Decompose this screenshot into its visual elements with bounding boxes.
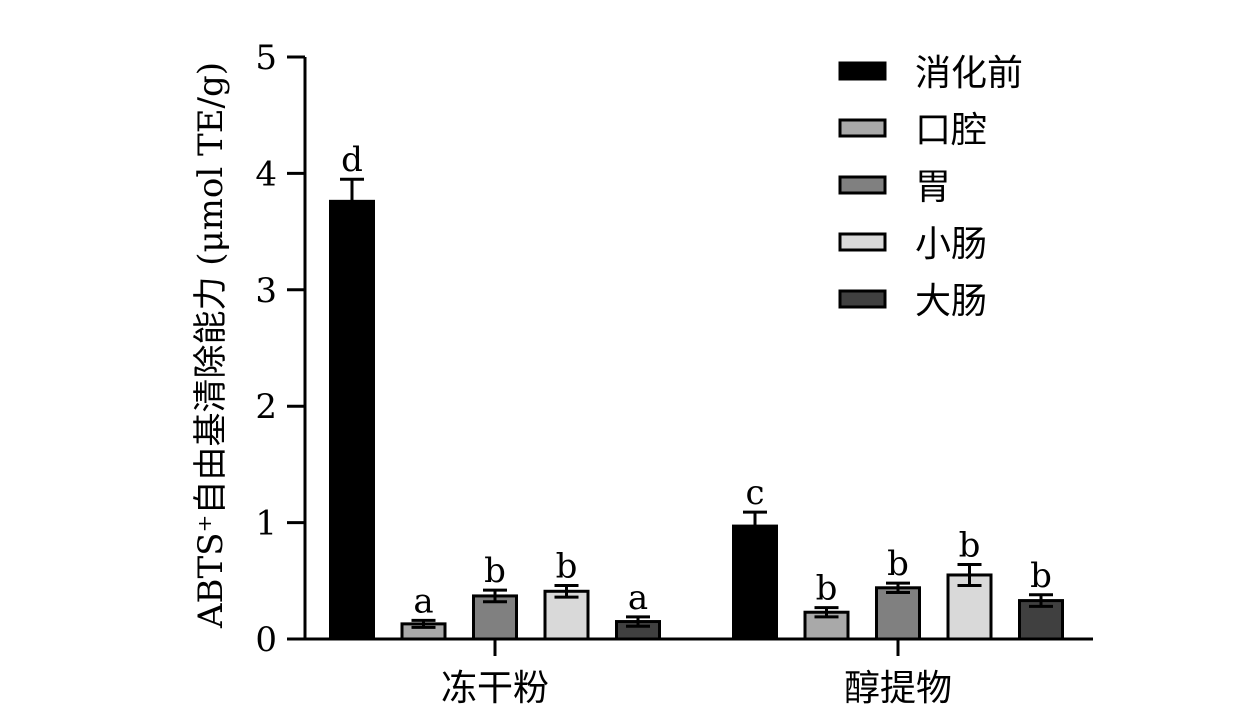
legend-label: 口腔 (915, 110, 987, 151)
y-axis-label: ABTS⁺自由基清除能力 (μmol TE/g) (191, 62, 231, 629)
significance-letter: c (745, 473, 764, 513)
significance-letter: a (628, 578, 648, 618)
y-tick-label: 3 (255, 271, 277, 311)
legend-swatch (838, 289, 887, 309)
y-tick-label: 0 (255, 620, 277, 660)
y-axis-label-group: ABTS⁺自由基清除能力 (μmol TE/g) (191, 62, 231, 629)
legend-label: 小肠 (915, 224, 987, 265)
significance-letter: a (413, 581, 433, 621)
x-tick-label: 冻干粉 (441, 668, 549, 709)
significance-letter: b (556, 546, 578, 586)
legend-label: 大肠 (915, 281, 987, 322)
significance-letter: b (1030, 556, 1052, 596)
y-tick-label: 4 (255, 154, 277, 194)
y-tick-label: 5 (255, 38, 277, 78)
bar (543, 589, 590, 641)
y-tick-label: 1 (255, 504, 277, 544)
legend-swatch (838, 61, 887, 81)
y-tick-label: 2 (255, 387, 277, 427)
x-tick-label: 醇提物 (844, 668, 952, 709)
bar (329, 199, 375, 641)
bar (875, 586, 921, 641)
significance-letter: b (816, 569, 838, 609)
significance-letter: b (887, 544, 909, 584)
legend-swatch (838, 118, 887, 138)
significance-letter: b (959, 526, 981, 566)
legend-label: 胃 (915, 167, 951, 208)
legend-swatch (838, 232, 887, 252)
bars-layer: d a b b a c b b b b (329, 140, 1064, 641)
significance-letter: d (341, 140, 363, 180)
legend-label: 消化前 (915, 53, 1023, 94)
bar (732, 524, 778, 641)
significance-letter: b (484, 551, 506, 591)
legend-swatch (838, 175, 887, 195)
